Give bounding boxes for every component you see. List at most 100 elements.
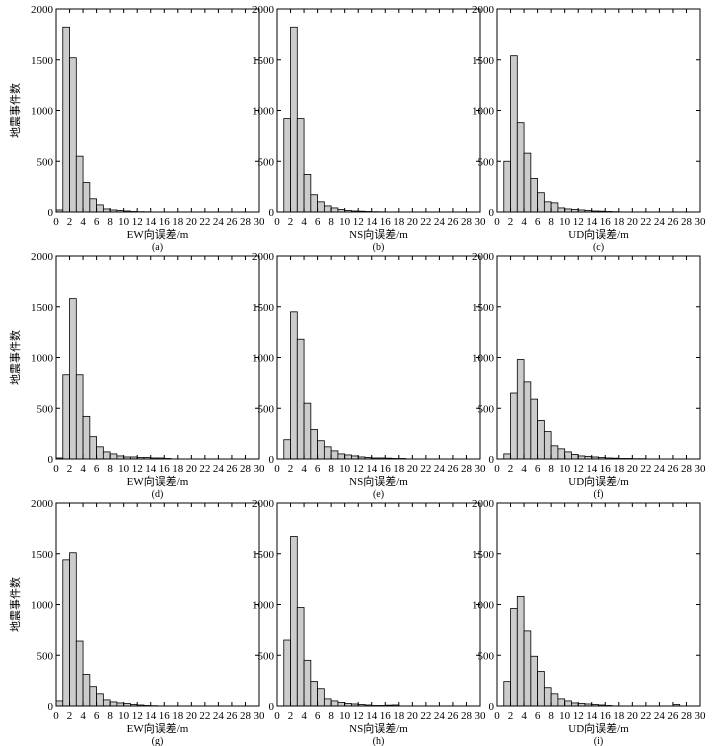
x-tick-label: 10 (339, 463, 351, 475)
x-tick-label: 2 (67, 710, 73, 722)
panel-label: (i) (594, 736, 603, 746)
histogram-bar (69, 298, 77, 460)
x-tick-label: 28 (240, 216, 252, 228)
histogram-bar (543, 431, 552, 460)
chart-panel-1: 0 2 4 6 8 10 12 14 16 18 20 22 24 26 28 300500100015002… (9, 4, 265, 253)
histogram-bar (557, 698, 566, 707)
histogram-bar (564, 451, 572, 460)
x-tick-label: 14 (586, 216, 598, 228)
histogram-bar (62, 374, 70, 460)
histogram-bar (537, 192, 545, 213)
histogram-bar (503, 160, 511, 213)
chart-panel-3: 0 2 4 6 8 10 12 14 16 18 20 22 24 26 28 300500100015002… (472, 4, 706, 253)
x-tick-label: 26 (447, 463, 459, 475)
y-tick-label: 2000 (31, 251, 54, 263)
histogram-bar (109, 701, 118, 707)
x-tick-label: 8 (107, 710, 113, 722)
y-tick-label: 0 (48, 454, 54, 466)
chart-panel-2: 0 2 4 6 8 10 12 14 16 18 20 22 24 26 28 300500100015002… (252, 4, 486, 253)
x-tick-label: 24 (434, 710, 446, 722)
histogram-bar (323, 205, 332, 213)
x-axis-title: EW向误差/m (127, 227, 189, 241)
x-tick-label: 4 (301, 216, 307, 228)
x-tick-label: 0 (274, 463, 280, 475)
y-tick-label: 1000 (252, 106, 275, 118)
x-tick-label: 0 (494, 463, 500, 475)
y-tick-label: 2000 (472, 251, 495, 263)
y-axis-title: 地震事件数 (9, 577, 22, 632)
x-tick-label: 26 (447, 216, 459, 228)
x-tick-label: 22 (199, 710, 210, 722)
x-tick-label: 26 (667, 216, 679, 228)
x-tick-label: 24 (213, 463, 225, 475)
x-tick-label: 10 (118, 463, 130, 475)
y-tick-label: 1000 (472, 600, 495, 612)
x-tick-label: 22 (420, 216, 431, 228)
x-tick-label: 6 (94, 216, 100, 228)
x-tick-label: 24 (654, 463, 666, 475)
x-tick-label: 2 (288, 710, 294, 722)
y-tick-label: 0 (489, 701, 495, 713)
panel-label: (a) (152, 242, 163, 253)
x-tick-label: 14 (145, 216, 157, 228)
x-tick-label: 22 (640, 710, 651, 722)
x-tick-label: 28 (681, 463, 693, 475)
histogram-bar (543, 687, 552, 707)
histogram-bar (564, 700, 572, 707)
y-tick-label: 0 (269, 454, 275, 466)
histogram-bar (330, 450, 339, 460)
chart-panel-8: 0 2 4 6 8 10 12 14 16 18 20 22 24 26 28 300500100015002… (252, 498, 486, 746)
x-tick-label: 14 (366, 216, 378, 228)
y-tick-label: 2000 (252, 251, 275, 263)
y-tick-label: 0 (48, 207, 54, 219)
x-tick-label: 26 (667, 710, 679, 722)
histogram-bar (317, 440, 325, 460)
histogram-bar (296, 338, 305, 460)
x-tick-label: 14 (586, 463, 598, 475)
x-tick-label: 0 (494, 710, 500, 722)
x-tick-label: 24 (434, 463, 446, 475)
histogram-bar (89, 198, 98, 213)
x-tick-label: 8 (328, 710, 334, 722)
histogram-bar (82, 674, 91, 707)
x-tick-label: 18 (393, 216, 405, 228)
x-tick-label: 4 (301, 463, 307, 475)
histogram-bar (102, 699, 111, 707)
panel-label: (h) (373, 736, 385, 746)
y-tick-label: 1500 (252, 302, 275, 314)
y-tick-label: 1500 (31, 55, 54, 67)
x-tick-label: 10 (118, 216, 130, 228)
y-tick-label: 500 (37, 650, 54, 662)
histogram-bar (283, 118, 291, 213)
x-axis-title: UD向误差/m (568, 227, 629, 241)
histogram-bar (303, 659, 312, 707)
histogram-bar (75, 640, 84, 707)
histogram-bar (323, 698, 332, 707)
y-tick-label: 1000 (252, 600, 275, 612)
y-tick-label: 1500 (252, 549, 275, 561)
histogram-bar (89, 686, 98, 707)
histogram-bar (571, 454, 579, 460)
x-tick-label: 4 (521, 463, 527, 475)
x-tick-label: 4 (301, 710, 307, 722)
x-tick-label: 4 (80, 216, 86, 228)
x-tick-label: 0 (274, 710, 280, 722)
x-tick-label: 30 (254, 216, 266, 228)
histogram-bar (62, 26, 70, 213)
chart-panel-5: 0 2 4 6 8 10 12 14 16 18 20 22 24 26 28 300500100015002… (252, 251, 486, 500)
histogram-bar (96, 693, 104, 707)
x-tick-label: 22 (640, 463, 651, 475)
x-tick-label: 16 (380, 710, 392, 722)
x-tick-label: 10 (559, 710, 571, 722)
x-tick-label: 12 (573, 216, 584, 228)
y-tick-label: 2000 (472, 4, 495, 16)
x-tick-label: 0 (494, 216, 500, 228)
histogram-bar (330, 700, 339, 707)
x-tick-label: 30 (254, 463, 266, 475)
x-tick-label: 16 (159, 463, 171, 475)
y-tick-label: 2000 (31, 4, 54, 16)
histogram-bar (530, 178, 538, 213)
histogram-bar (283, 439, 291, 460)
histogram-bar (89, 436, 98, 460)
x-tick-label: 16 (380, 216, 392, 228)
